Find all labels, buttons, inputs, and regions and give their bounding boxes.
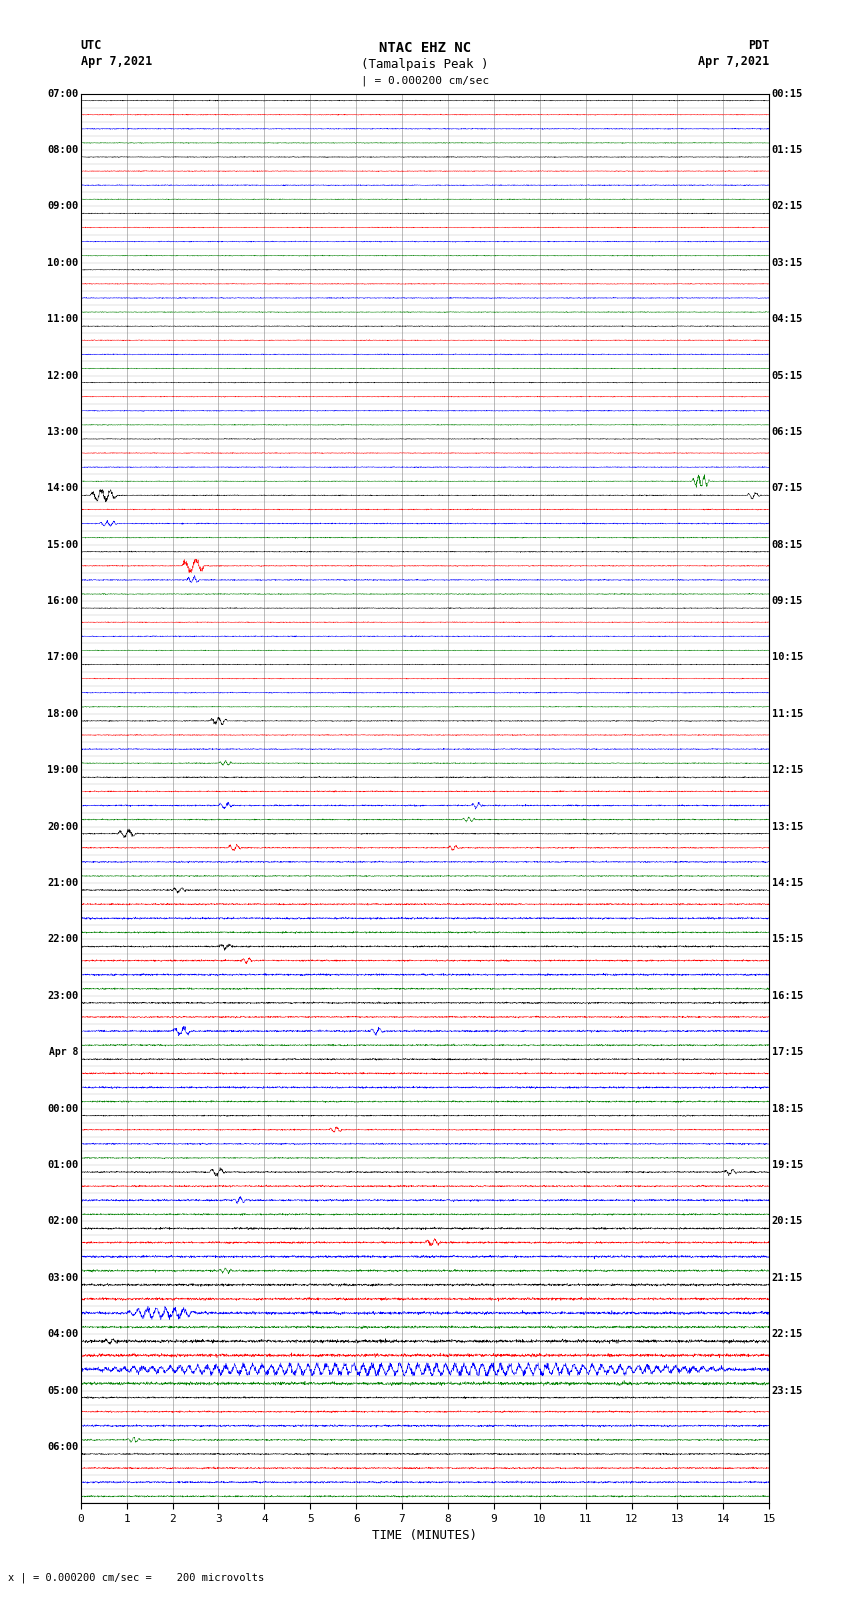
Text: 18:15: 18:15: [772, 1103, 803, 1113]
Text: 14:15: 14:15: [772, 877, 803, 889]
Text: 00:15: 00:15: [772, 89, 803, 98]
Text: 15:00: 15:00: [47, 540, 78, 550]
Text: 00:00: 00:00: [47, 1103, 78, 1113]
Text: 17:15: 17:15: [772, 1047, 803, 1057]
Text: 23:00: 23:00: [47, 990, 78, 1000]
Text: 01:15: 01:15: [772, 145, 803, 155]
Text: 01:00: 01:00: [47, 1160, 78, 1169]
Text: 10:15: 10:15: [772, 653, 803, 663]
Text: 02:00: 02:00: [47, 1216, 78, 1226]
Text: 15:15: 15:15: [772, 934, 803, 944]
Text: 16:00: 16:00: [47, 597, 78, 606]
Text: Apr 7,2021: Apr 7,2021: [81, 55, 152, 68]
Text: 06:00: 06:00: [47, 1442, 78, 1452]
Text: 09:00: 09:00: [47, 202, 78, 211]
Text: 17:00: 17:00: [47, 653, 78, 663]
Text: 20:15: 20:15: [772, 1216, 803, 1226]
Text: 11:00: 11:00: [47, 315, 78, 324]
Text: PDT: PDT: [748, 39, 769, 52]
Text: 03:15: 03:15: [772, 258, 803, 268]
Text: 07:15: 07:15: [772, 484, 803, 494]
Text: NTAC EHZ NC: NTAC EHZ NC: [379, 42, 471, 55]
Text: 22:00: 22:00: [47, 934, 78, 944]
X-axis label: TIME (MINUTES): TIME (MINUTES): [372, 1529, 478, 1542]
Text: x | = 0.000200 cm/sec =    200 microvolts: x | = 0.000200 cm/sec = 200 microvolts: [8, 1573, 264, 1582]
Text: 05:00: 05:00: [47, 1386, 78, 1395]
Text: 08:00: 08:00: [47, 145, 78, 155]
Text: 04:00: 04:00: [47, 1329, 78, 1339]
Text: 03:00: 03:00: [47, 1273, 78, 1282]
Text: 12:15: 12:15: [772, 765, 803, 776]
Text: 20:00: 20:00: [47, 821, 78, 832]
Text: 21:00: 21:00: [47, 877, 78, 889]
Text: 13:00: 13:00: [47, 427, 78, 437]
Text: 22:15: 22:15: [772, 1329, 803, 1339]
Text: 18:00: 18:00: [47, 708, 78, 719]
Text: 16:15: 16:15: [772, 990, 803, 1000]
Text: 09:15: 09:15: [772, 597, 803, 606]
Text: 23:15: 23:15: [772, 1386, 803, 1395]
Text: 10:00: 10:00: [47, 258, 78, 268]
Text: 19:15: 19:15: [772, 1160, 803, 1169]
Text: UTC: UTC: [81, 39, 102, 52]
Text: 05:15: 05:15: [772, 371, 803, 381]
Text: 13:15: 13:15: [772, 821, 803, 832]
Text: 06:15: 06:15: [772, 427, 803, 437]
Text: Apr 8: Apr 8: [48, 1047, 78, 1057]
Text: (Tamalpais Peak ): (Tamalpais Peak ): [361, 58, 489, 71]
Text: Apr 7,2021: Apr 7,2021: [698, 55, 769, 68]
Text: 11:15: 11:15: [772, 708, 803, 719]
Text: 08:15: 08:15: [772, 540, 803, 550]
Text: 07:00: 07:00: [47, 89, 78, 98]
Text: 02:15: 02:15: [772, 202, 803, 211]
Text: 12:00: 12:00: [47, 371, 78, 381]
Text: 19:00: 19:00: [47, 765, 78, 776]
Text: 21:15: 21:15: [772, 1273, 803, 1282]
Text: | = 0.000200 cm/sec: | = 0.000200 cm/sec: [361, 76, 489, 85]
Text: 14:00: 14:00: [47, 484, 78, 494]
Text: 04:15: 04:15: [772, 315, 803, 324]
